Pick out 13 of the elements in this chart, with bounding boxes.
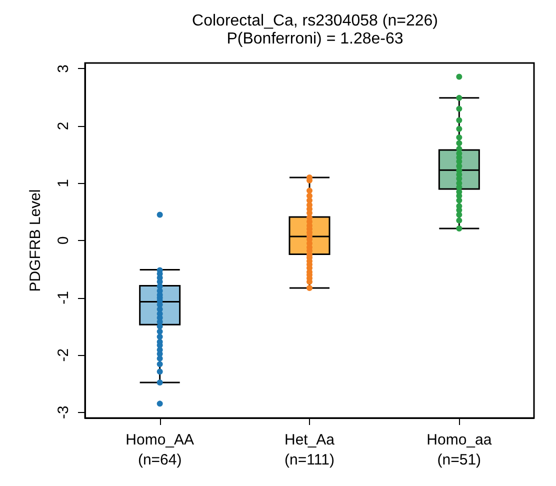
y-axis-title: PDGFRB Level <box>27 189 44 292</box>
y-tick-label: -1 <box>55 291 72 304</box>
chart-subtitle: P(Bonferroni) = 1.28e-63 <box>226 30 404 48</box>
y-tick-label: 1 <box>55 179 72 188</box>
x-tick-label: Homo_aa (n=51) <box>426 432 492 468</box>
x-tick-label: Het_Aa (n=111) <box>284 432 336 468</box>
y-tick-label: 2 <box>55 122 72 130</box>
y-tick-label: 3 <box>55 64 72 73</box>
chart-title: Colorectal_Ca, rs2304058 (n=226) <box>192 12 438 30</box>
y-tick-label: 0 <box>55 236 72 245</box>
y-tick-label: -2 <box>55 348 72 362</box>
y-tick-label: -3 <box>55 406 72 419</box>
x-tick-label: Homo_AA (n=64) <box>126 432 194 468</box>
